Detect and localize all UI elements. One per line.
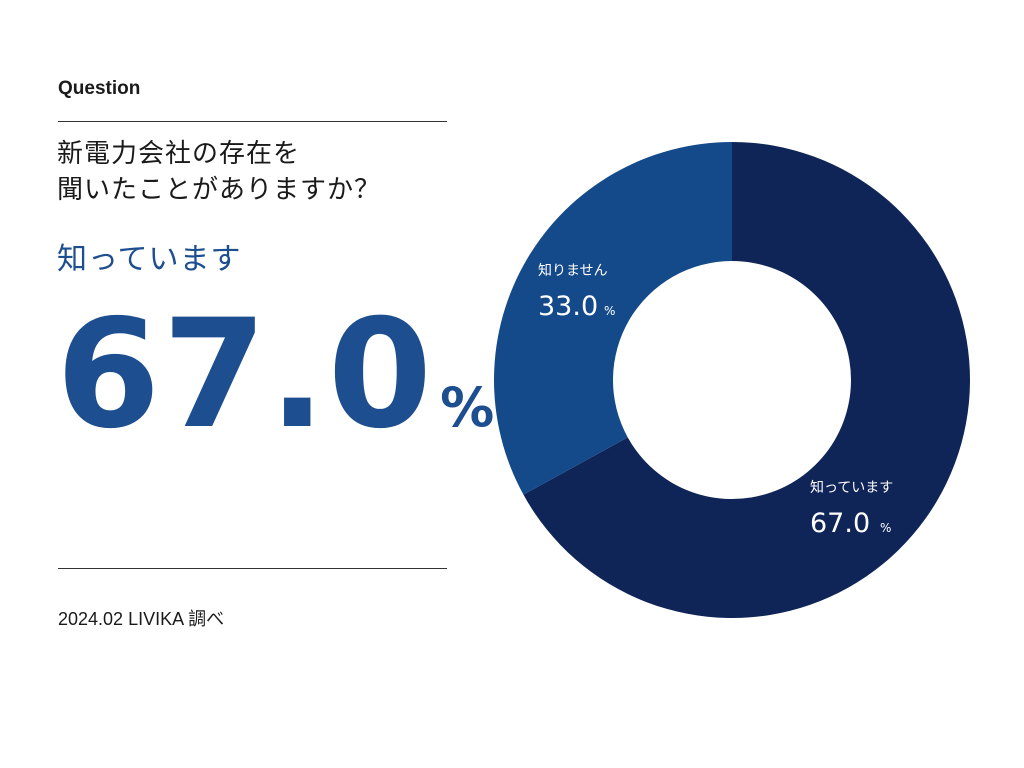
highlight-value: 67.0% <box>56 290 494 460</box>
highlight-unit: % <box>440 376 495 439</box>
source-note: 2024.02 LIVIKA 調べ <box>58 609 225 629</box>
top-divider <box>58 121 447 122</box>
bottom-divider <box>58 568 447 569</box>
highlight-number: 67.0 <box>56 288 435 462</box>
question-label: Question <box>58 78 141 99</box>
question-line-1: 新電力会社の存在を <box>57 139 301 169</box>
slice-unit-1: % <box>880 521 891 535</box>
slice-value-2: 33.0 <box>538 291 598 322</box>
donut-slice-2 <box>494 142 732 495</box>
question-text: 新電力会社の存在を 聞いたことがありますか？ <box>57 136 457 208</box>
slice-label-2: 知りません <box>538 262 608 279</box>
highlight-label: 知っています <box>57 242 242 277</box>
slice-value-1: 67.0 <box>810 508 870 539</box>
question-line-2: 聞いたことがありますか？ <box>57 175 382 205</box>
slice-label-1: 知っています <box>810 479 893 496</box>
donut-slice-1 <box>523 142 970 618</box>
slice-unit-2: % <box>604 304 615 318</box>
